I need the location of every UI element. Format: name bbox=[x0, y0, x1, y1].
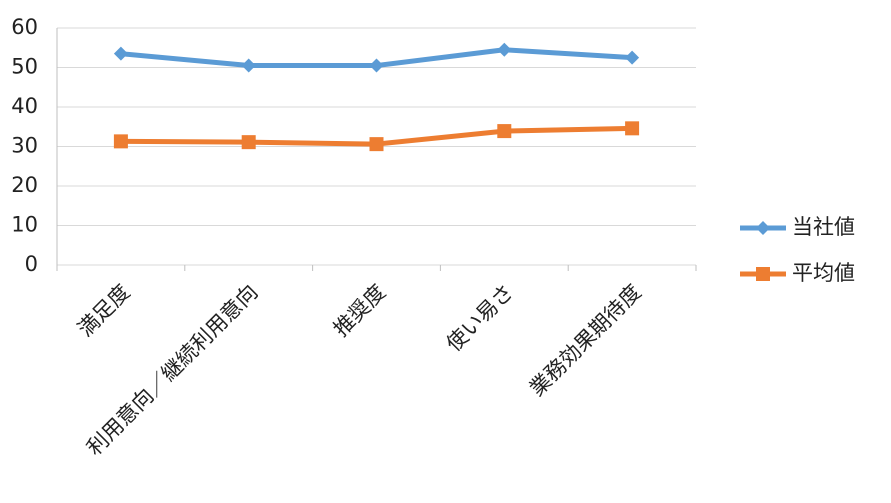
legend-label: 当社値 bbox=[792, 215, 855, 239]
marker bbox=[625, 50, 640, 65]
x-tick-label: 業務効果期待度 bbox=[525, 280, 646, 401]
y-tick-label: 50 bbox=[11, 55, 38, 79]
marker bbox=[241, 58, 256, 73]
marker bbox=[113, 46, 128, 61]
y-tick-label: 40 bbox=[11, 94, 38, 118]
y-tick-label: 60 bbox=[11, 15, 38, 39]
marker bbox=[369, 58, 384, 73]
marker bbox=[756, 221, 770, 235]
marker bbox=[369, 137, 384, 152]
legend-label: 平均値 bbox=[792, 261, 855, 285]
y-tick-label: 0 bbox=[25, 252, 38, 276]
marker bbox=[241, 135, 256, 150]
y-tick-label: 20 bbox=[11, 173, 38, 197]
y-tick-label: 10 bbox=[11, 213, 38, 237]
x-tick-label: 推奨度 bbox=[329, 280, 391, 342]
marker bbox=[625, 121, 640, 136]
marker bbox=[497, 124, 512, 139]
marker bbox=[113, 134, 128, 149]
x-tick-label: 満足度 bbox=[73, 280, 135, 342]
y-tick-label: 30 bbox=[11, 134, 38, 158]
marker bbox=[497, 42, 512, 57]
marker bbox=[756, 267, 770, 281]
x-tick-label: 使い易さ bbox=[442, 280, 518, 356]
